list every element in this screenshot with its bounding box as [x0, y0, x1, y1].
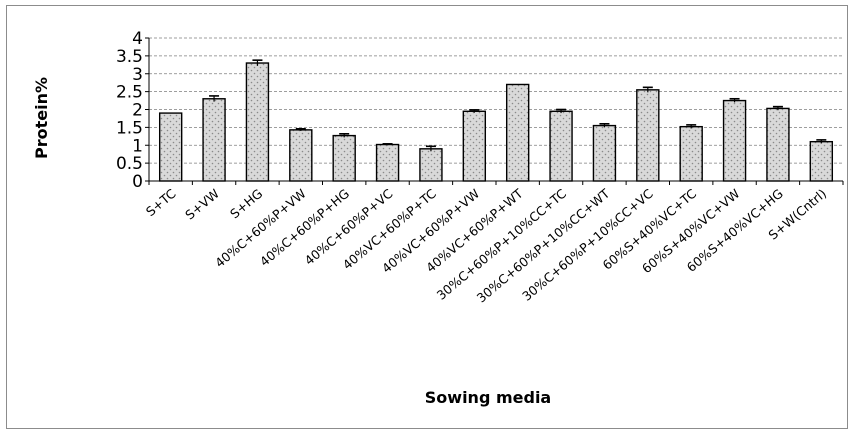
bars: [158, 59, 834, 182]
bar: [202, 98, 226, 182]
y-axis-title: Protein%: [32, 77, 51, 159]
y-tick-label: 3.5: [116, 47, 143, 67]
x-tick-label: S+VW: [182, 186, 222, 223]
bar-chart: 00.511.522.533.54S+TC S+VW S+HG40%C+60%P+V…: [32, 29, 844, 407]
chart-frame: 0 0.5 1 1.5 2 2.5 3 3.5 4 S+TC S+VW S+HG 40%C+60%P+V…: [6, 5, 848, 429]
bar: [722, 99, 747, 182]
bar: [375, 143, 400, 182]
y-tick-label: 0: [132, 172, 143, 192]
x-axis-title: Sowing media: [425, 388, 551, 407]
x-tick-label: S+HG: [227, 186, 265, 222]
x-tick-label: S+TC: [143, 186, 179, 220]
bar: [679, 125, 703, 182]
bar: [289, 129, 313, 182]
y-tick-label: 4: [132, 29, 143, 49]
bar: [245, 62, 270, 182]
bar: [549, 110, 573, 182]
bar: [158, 112, 183, 182]
bar: [636, 89, 660, 182]
bar: [462, 110, 487, 182]
bar: [332, 134, 356, 182]
bar: [505, 83, 530, 182]
y-tick-label: 3: [132, 65, 143, 85]
bar: [809, 140, 834, 182]
y-tick-label: 1.5: [116, 118, 143, 138]
bar: [766, 107, 790, 182]
bar: [419, 148, 443, 182]
y-tick-label: 2: [132, 101, 143, 121]
y-tick-label: 0.5: [116, 154, 143, 174]
y-tick-label: 1: [132, 136, 143, 156]
bar: [592, 124, 617, 182]
y-tick-label: 2.5: [116, 83, 143, 103]
